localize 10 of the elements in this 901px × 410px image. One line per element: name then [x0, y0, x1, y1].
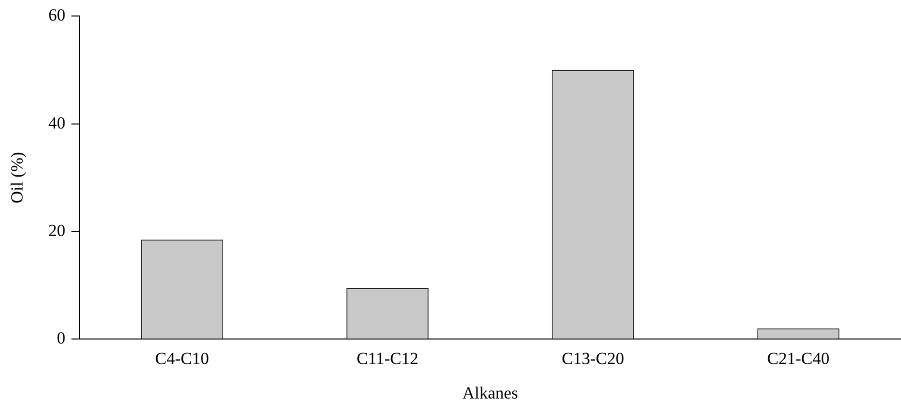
x-tick-label: C13-C20 [562, 348, 624, 368]
y-tick-label: 20 [48, 221, 66, 240]
y-tick-label: 60 [48, 6, 66, 25]
y-tick-label: 40 [48, 113, 66, 132]
y-tick-label: 0 [56, 328, 66, 348]
x-tick-label: C4-C10 [155, 348, 210, 368]
x-tick-label: C21-C40 [767, 348, 830, 368]
x-axis-title: Alkanes [462, 383, 518, 402]
y-axis-title: Oil (%) [8, 152, 27, 204]
x-tick-label: C11-C12 [356, 348, 418, 368]
